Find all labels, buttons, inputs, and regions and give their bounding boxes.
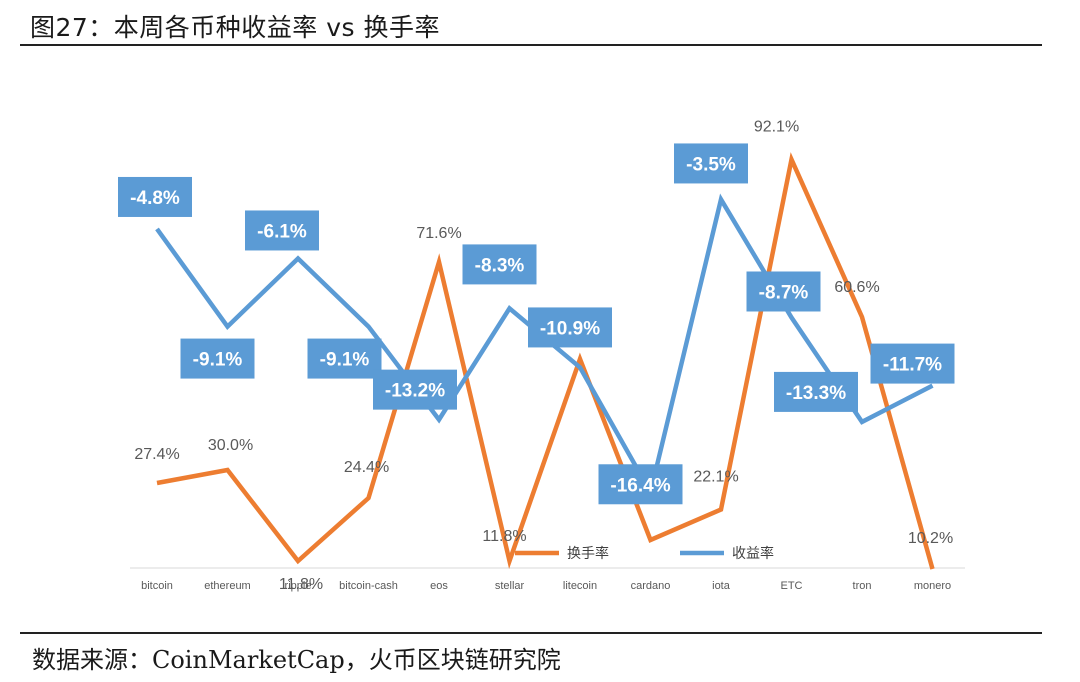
x-tick-cardano: cardano xyxy=(631,580,671,592)
return-label-box-stellar xyxy=(462,244,537,285)
return-label-bitcoin-cash: -9.1% xyxy=(320,350,370,371)
x-tick-ethereum: ethereum xyxy=(204,580,250,592)
return-label-box-monero xyxy=(870,343,955,384)
turnover-label-tron: 60.6% xyxy=(834,279,879,296)
return-label-box-litecoin xyxy=(528,307,612,348)
return-label-ripple: -6.1% xyxy=(257,221,307,242)
return-label-box-ripple xyxy=(245,210,319,251)
return-label-box-cardano xyxy=(598,464,683,505)
legend: 换手率 收益率 xyxy=(515,545,774,562)
return-label-box-iota xyxy=(674,143,748,184)
top-rule xyxy=(20,44,1042,46)
return-label-box-ETC xyxy=(746,271,821,312)
return-label-box-eos xyxy=(373,369,457,410)
return-label-box-tron xyxy=(774,371,858,412)
chart-title: 图27：本周各币种收益率 vs 换手率 xyxy=(30,13,441,42)
return-label-cardano: -16.4% xyxy=(610,475,670,496)
return-label-stellar: -8.3% xyxy=(475,255,525,276)
turnover-label-monero: 10.2% xyxy=(908,530,953,547)
turnover-label-stellar: 11.8% xyxy=(482,528,526,545)
return-label-iota: -3.5% xyxy=(686,154,736,175)
x-tick-ripple: ripple xyxy=(285,580,312,592)
turnover-label-bitcoin-cash: 24.4% xyxy=(344,459,389,476)
turnover-label-eos: 71.6% xyxy=(416,225,461,242)
x-tick-layer: bitcoin ethereum ripple bitcoin-cash eos stel… xyxy=(141,580,951,592)
return-label-tron: -13.3% xyxy=(786,383,846,404)
x-tick-bitcoin: bitcoin xyxy=(141,580,173,592)
turnover-label-bitcoin: 27.4% xyxy=(134,446,179,463)
x-tick-tron: tron xyxy=(853,580,872,592)
line-chart: 27.4%30.0%11.8%24.4%71.6%11.8%52.2%22.1%… xyxy=(118,119,965,593)
x-tick-iota: iota xyxy=(712,580,731,592)
data-label-layer: 27.4%30.0%11.8%24.4%71.6%11.8%52.2%22.1%… xyxy=(118,119,955,593)
x-tick-litecoin: litecoin xyxy=(563,580,597,592)
x-tick-monero: monero xyxy=(914,580,951,592)
return-label-ETC: -8.7% xyxy=(759,282,809,303)
legend-label-turnover: 换手率 xyxy=(567,545,609,562)
return-label-box-bitcoin-cash xyxy=(307,338,382,379)
turnover-label-iota: 22.1% xyxy=(693,469,738,486)
legend-label-return: 收益率 xyxy=(732,545,774,562)
x-tick-ETC: ETC xyxy=(781,580,803,592)
return-label-eos: -13.2% xyxy=(385,381,445,402)
turnover-label-ETC: 92.1% xyxy=(754,119,799,136)
turnover-label-ethereum: 30.0% xyxy=(208,437,253,454)
turnover-label-ripple: 11.8% xyxy=(279,576,323,593)
return-label-bitcoin: -4.8% xyxy=(130,188,180,209)
return-label-box-ethereum xyxy=(180,338,255,379)
source-note: 数据来源：CoinMarketCap，火币区块链研究院 xyxy=(32,646,561,674)
series-line-turnover xyxy=(156,152,935,570)
return-label-ethereum: -9.1% xyxy=(193,350,243,371)
bottom-rule xyxy=(20,632,1042,634)
return-label-monero: -11.7% xyxy=(883,355,942,376)
return-label-box-bitcoin xyxy=(118,176,192,217)
x-tick-eos: eos xyxy=(430,580,448,592)
x-tick-stellar: stellar xyxy=(495,580,525,592)
x-tick-bitcoin-cash: bitcoin-cash xyxy=(339,580,398,592)
return-label-litecoin: -10.9% xyxy=(540,318,600,339)
